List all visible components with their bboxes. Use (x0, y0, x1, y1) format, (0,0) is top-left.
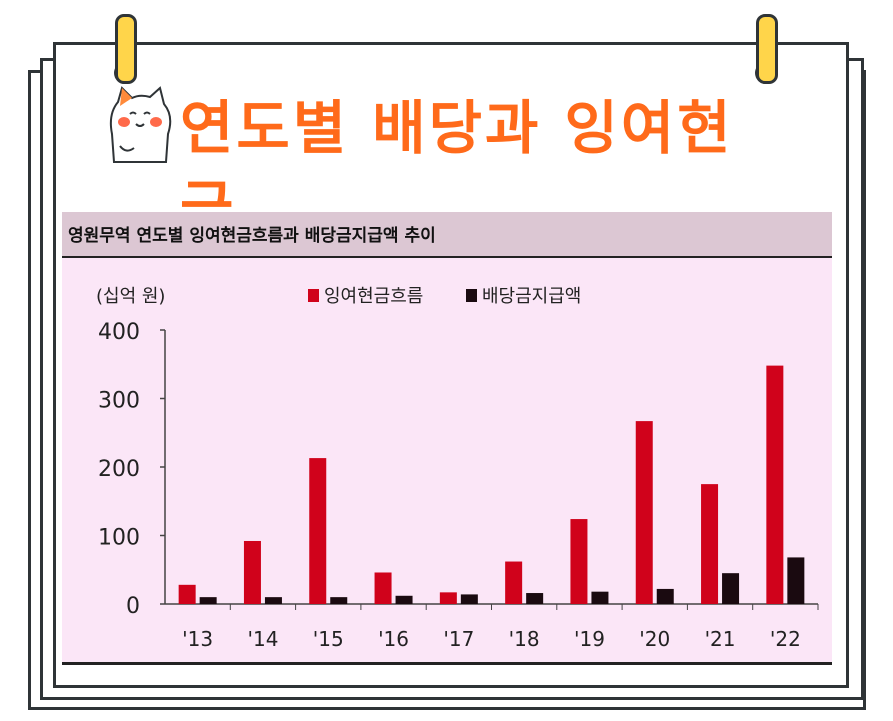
legend-swatch-fcf (308, 289, 319, 302)
bar-dividend (591, 591, 609, 604)
legend-swatch-dividend (466, 289, 477, 302)
bottom-rule (62, 662, 832, 665)
bar-fcf (505, 561, 523, 604)
chart-title: 영원무역 연도별 잉여현금흐름과 배당금지급액 추이 (68, 226, 436, 246)
x-tick-label: '18 (509, 627, 540, 651)
bar-dividend (722, 573, 740, 604)
x-tick-label: '19 (574, 627, 605, 651)
bar-fcf (635, 421, 653, 604)
bar-dividend (460, 594, 478, 604)
bar-fcf (178, 584, 196, 604)
bar-dividend (330, 597, 348, 604)
legend-label-dividend: 배당금지급액 (482, 286, 581, 307)
chart-title-bar: 영원무역 연도별 잉여현금흐름과 배당금지급액 추이 (62, 212, 832, 258)
right-clip-icon (756, 14, 778, 84)
y-tick-label: 400 (98, 320, 140, 345)
bar-fcf (243, 540, 261, 604)
bar-fcf (766, 365, 784, 604)
bar-dividend (526, 593, 544, 604)
y-tick-label: 100 (98, 526, 140, 551)
bar-fcf (439, 592, 457, 604)
cat-mascot-icon (109, 86, 172, 163)
x-tick-label: '13 (182, 627, 213, 651)
x-tick-label: '14 (247, 627, 278, 651)
bar-dividend (199, 597, 217, 604)
legend-label-fcf: 잉여현금흐름 (324, 286, 423, 307)
bar-dividend (787, 557, 805, 604)
unit-label: (십억 원) (96, 286, 165, 307)
bar-dividend (264, 597, 282, 604)
x-tick-label: '21 (705, 627, 736, 651)
y-tick-label: 300 (98, 389, 140, 414)
bar-dividend (395, 595, 413, 604)
left-clip-icon (115, 14, 137, 84)
bar-fcf (309, 458, 327, 604)
bar-dividend (656, 588, 674, 604)
y-tick-label: 0 (126, 594, 140, 619)
x-tick-label: '16 (378, 627, 409, 651)
x-tick-label: '15 (313, 627, 344, 651)
page-title: 연도별 배당과 잉여현금 (180, 94, 734, 242)
bar-fcf (374, 572, 392, 604)
y-tick-label: 200 (98, 457, 140, 482)
bar-fcf (570, 519, 588, 604)
x-tick-label: '22 (770, 627, 801, 651)
x-tick-label: '20 (639, 627, 670, 651)
bar-fcf (701, 484, 719, 604)
x-tick-label: '17 (443, 627, 474, 651)
